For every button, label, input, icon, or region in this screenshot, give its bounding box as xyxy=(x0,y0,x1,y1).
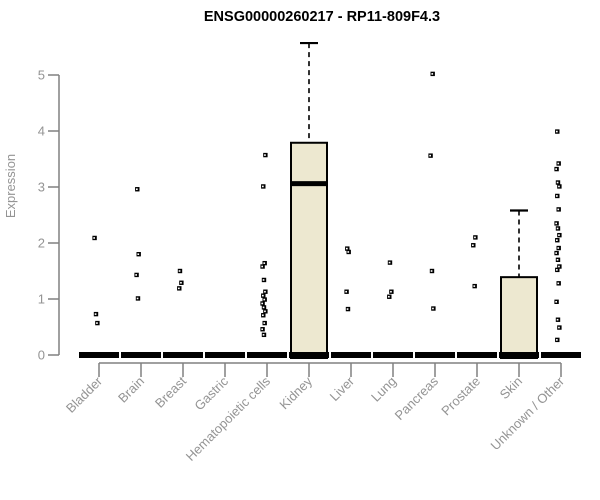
box-skin xyxy=(500,276,538,359)
outlier-point-hole xyxy=(556,227,559,230)
outlier-point-hole xyxy=(178,270,181,272)
outlier-point-hole xyxy=(261,302,263,305)
outlier-point-hole xyxy=(555,222,557,225)
zero-bar-hematopoietic-cells xyxy=(247,352,287,358)
outlier-point-hole xyxy=(556,239,558,241)
zero-bar-breast xyxy=(163,352,203,358)
x-tick-label-pancreas: Pancreas xyxy=(392,373,442,423)
outlier-point-hole xyxy=(180,281,182,284)
outlier-point-hole xyxy=(262,279,265,281)
outlier-point-hole xyxy=(555,301,557,303)
outlier-point-hole xyxy=(556,130,558,133)
outlier-point-hole xyxy=(261,265,263,268)
outlier-point-hole xyxy=(345,290,347,293)
y-tick-label-0: 0 xyxy=(38,348,45,363)
outlier-point-hole xyxy=(474,236,476,239)
outlier-point-hole xyxy=(262,185,264,188)
x-tick-label-liver: Liver xyxy=(327,373,358,404)
x-tick-label-breast: Breast xyxy=(152,373,189,410)
outlier-point-hole xyxy=(558,326,560,329)
outlier-point-hole xyxy=(557,247,560,249)
outlier-point-hole xyxy=(137,253,140,255)
outlier-point-hole xyxy=(263,298,266,301)
outlier-point-hole xyxy=(432,307,434,310)
outlier-point-hole xyxy=(263,262,266,264)
x-tick-label-kidney: Kidney xyxy=(276,373,315,412)
x-tick-label-skin: Skin xyxy=(497,374,525,402)
outlier-point-hole xyxy=(558,185,560,188)
outlier-point-hole xyxy=(390,290,392,293)
zero-bar-brain xyxy=(121,352,161,358)
zero-bar-unknown-other xyxy=(541,352,581,358)
outlier-point-hole xyxy=(346,308,349,310)
zero-bar-kidney xyxy=(289,352,329,358)
outlier-point-hole xyxy=(557,208,560,211)
outlier-point-hole xyxy=(264,310,266,313)
y-tick-label-4: 4 xyxy=(38,124,45,139)
outlier-point-hole xyxy=(96,322,98,324)
outlier-point-hole xyxy=(556,259,559,261)
outlier-point-hole xyxy=(473,285,476,287)
outlier-point-hole xyxy=(94,313,97,315)
outlier-point-hole xyxy=(472,244,474,247)
zero-bar-prostate xyxy=(457,352,497,358)
outlier-point-hole xyxy=(388,295,390,298)
zero-bar-gastric xyxy=(205,352,245,358)
y-tick-label-3: 3 xyxy=(38,180,45,195)
x-tick-label-bladder: Bladder xyxy=(63,373,106,416)
x-tick-label-lung: Lung xyxy=(368,374,399,405)
outlier-point-hole xyxy=(135,274,137,276)
outlier-point-hole xyxy=(556,318,559,321)
outlier-point-hole xyxy=(264,290,266,293)
outlier-point-hole xyxy=(556,181,559,184)
chart-title: ENSG00000260217 - RP11-809F4.3 xyxy=(204,9,440,25)
outlier-point-hole xyxy=(93,237,95,239)
outlier-point-hole xyxy=(262,314,264,317)
outlier-point-hole xyxy=(388,261,391,264)
outlier-point-hole xyxy=(263,322,266,324)
zero-bar-bladder xyxy=(79,352,119,358)
outlier-point-hole xyxy=(261,328,263,331)
x-tick-label-prostate: Prostate xyxy=(438,374,483,419)
outlier-point-hole xyxy=(557,282,560,285)
outlier-point-hole xyxy=(431,73,434,75)
outlier-point-hole xyxy=(262,334,265,336)
zero-bar-pancreas xyxy=(415,352,455,358)
outlier-point-hole xyxy=(556,269,558,271)
outlier-point-hole xyxy=(555,168,557,170)
outlier-point-hole xyxy=(178,287,180,290)
median-line-kidney xyxy=(291,181,327,187)
outlier-point-hole xyxy=(558,234,560,236)
zero-bar-liver xyxy=(331,352,371,358)
x-tick-label-unknown-other: Unknown / Other xyxy=(488,373,568,453)
outlier-point-hole xyxy=(555,252,557,254)
outlier-point-hole xyxy=(346,247,348,250)
y-tick-label-2: 2 xyxy=(38,236,45,251)
zero-bar-skin xyxy=(499,352,539,358)
zero-bar-lung xyxy=(373,352,413,358)
y-axis-label: Expression xyxy=(3,154,18,218)
outlier-point-hole xyxy=(558,265,560,268)
outlier-point-hole xyxy=(262,306,265,309)
outlier-point-hole xyxy=(136,188,138,191)
outlier-point-hole xyxy=(429,154,431,157)
x-tick-label-brain: Brain xyxy=(115,374,147,406)
outlier-point-hole xyxy=(264,154,266,156)
outlier-point-hole xyxy=(136,297,139,300)
outlier-point-hole xyxy=(347,251,350,253)
outlier-point-hole xyxy=(556,195,558,197)
outlier-point-hole xyxy=(556,339,558,341)
outlier-point-hole xyxy=(557,162,560,165)
outlier-point-hole xyxy=(430,270,433,272)
x-tick-label-gastric: Gastric xyxy=(191,373,231,413)
box-kidney xyxy=(290,141,328,359)
y-tick-label-1: 1 xyxy=(38,292,45,307)
y-tick-label-5: 5 xyxy=(38,68,45,83)
outlier-point-hole xyxy=(262,294,264,297)
